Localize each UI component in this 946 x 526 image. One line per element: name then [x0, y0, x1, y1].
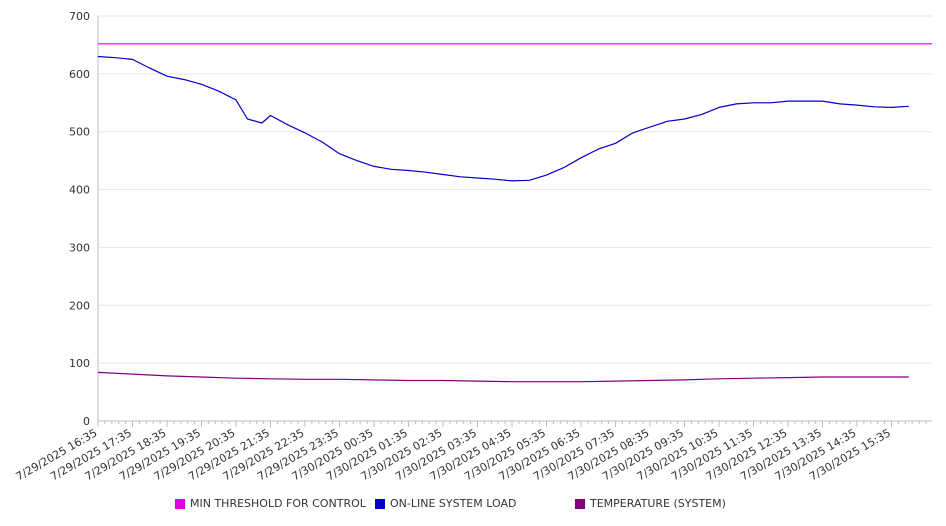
- y-tick-label: 700: [69, 10, 90, 23]
- legend-item-system-load: ON-LINE SYSTEM LOAD: [375, 497, 516, 510]
- series-line-2: [97, 371, 909, 383]
- gridlines: [98, 15, 932, 364]
- series-lines: [97, 43, 932, 383]
- y-tick-label: 400: [69, 184, 90, 197]
- y-tick-label: 100: [69, 357, 90, 370]
- y-tick-labels: 0 100 200 300 400 500 600 700: [69, 10, 90, 428]
- legend: MIN THRESHOLD FOR CONTROL ON-LINE SYSTEM…: [0, 497, 946, 515]
- legend-item-temperature: TEMPERATURE (SYSTEM): [575, 497, 726, 510]
- legend-swatch-system-load: [375, 498, 385, 509]
- y-tick-label: 600: [69, 68, 90, 81]
- legend-label-temperature: TEMPERATURE (SYSTEM): [590, 497, 726, 510]
- legend-label-min-threshold: MIN THRESHOLD FOR CONTROL: [190, 497, 366, 510]
- y-tick-label: 0: [83, 415, 90, 428]
- y-tick-label: 200: [69, 299, 90, 312]
- legend-swatch-min-threshold: [175, 498, 185, 509]
- y-tick-label: 300: [69, 241, 90, 254]
- y-tick-label: 500: [69, 126, 90, 139]
- legend-label-system-load: ON-LINE SYSTEM LOAD: [390, 497, 517, 510]
- axes: [97, 16, 932, 427]
- series-line-1: [97, 55, 909, 182]
- x-tick-labels: 7/29/2025 16:357/29/2025 17:357/29/2025 …: [14, 426, 893, 483]
- legend-swatch-temperature: [575, 498, 585, 509]
- legend-item-min-threshold: MIN THRESHOLD FOR CONTROL: [175, 497, 366, 510]
